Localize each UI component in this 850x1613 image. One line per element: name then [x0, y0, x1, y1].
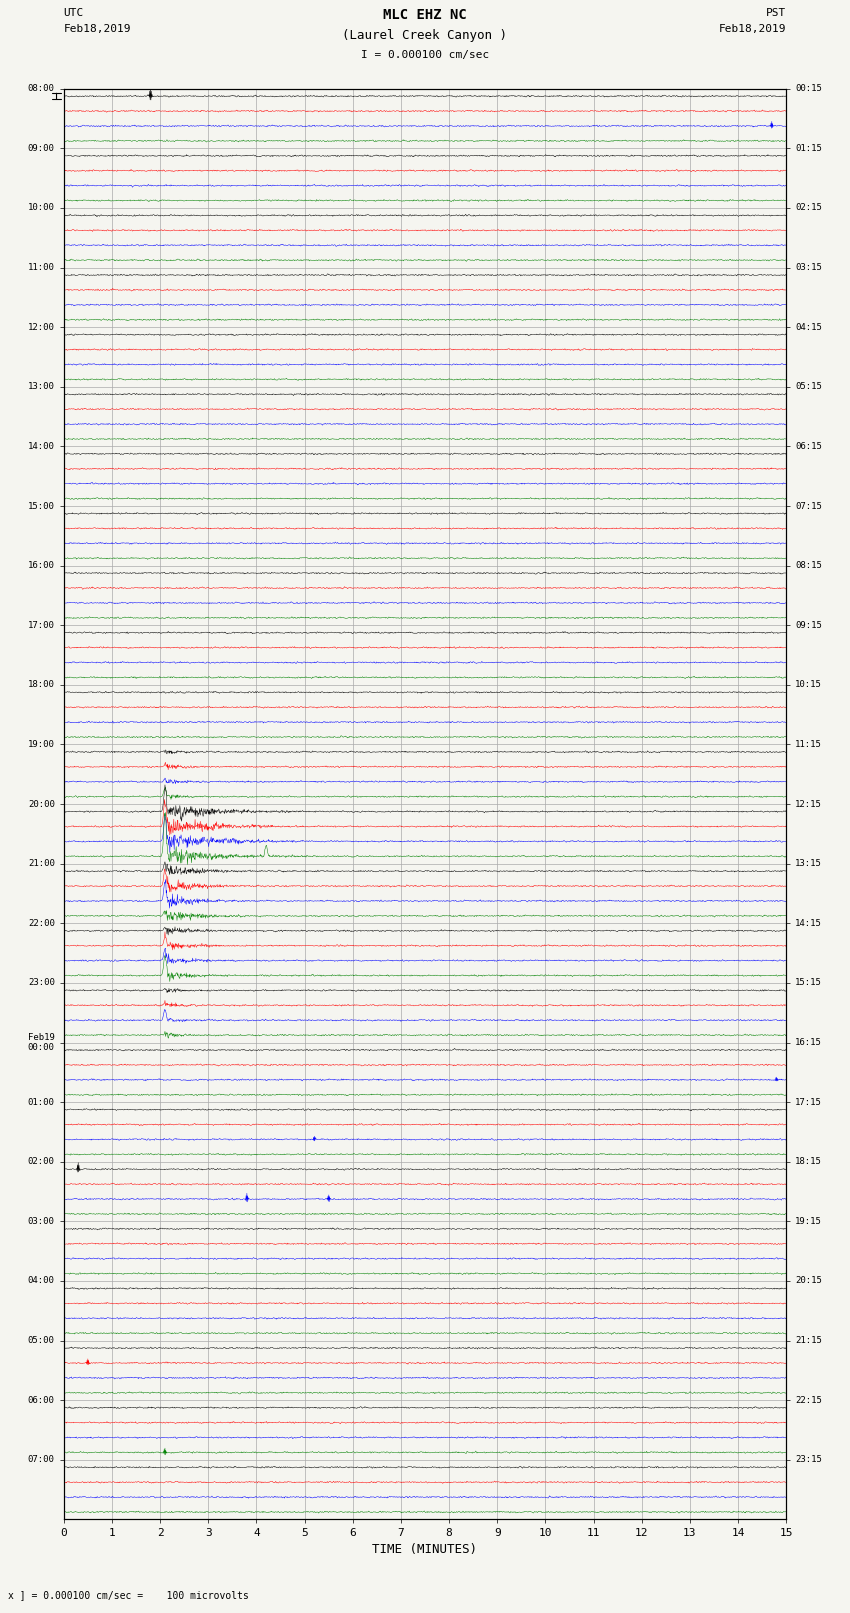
Text: MLC EHZ NC: MLC EHZ NC	[383, 8, 467, 23]
Text: I = 0.000100 cm/sec: I = 0.000100 cm/sec	[361, 50, 489, 60]
Text: x ] = 0.000100 cm/sec =    100 microvolts: x ] = 0.000100 cm/sec = 100 microvolts	[8, 1590, 249, 1600]
Text: UTC: UTC	[64, 8, 84, 18]
X-axis label: TIME (MINUTES): TIME (MINUTES)	[372, 1542, 478, 1555]
Text: PST: PST	[766, 8, 786, 18]
Text: (Laurel Creek Canyon ): (Laurel Creek Canyon )	[343, 29, 507, 42]
Text: Feb18,2019: Feb18,2019	[64, 24, 131, 34]
Text: Feb18,2019: Feb18,2019	[719, 24, 786, 34]
